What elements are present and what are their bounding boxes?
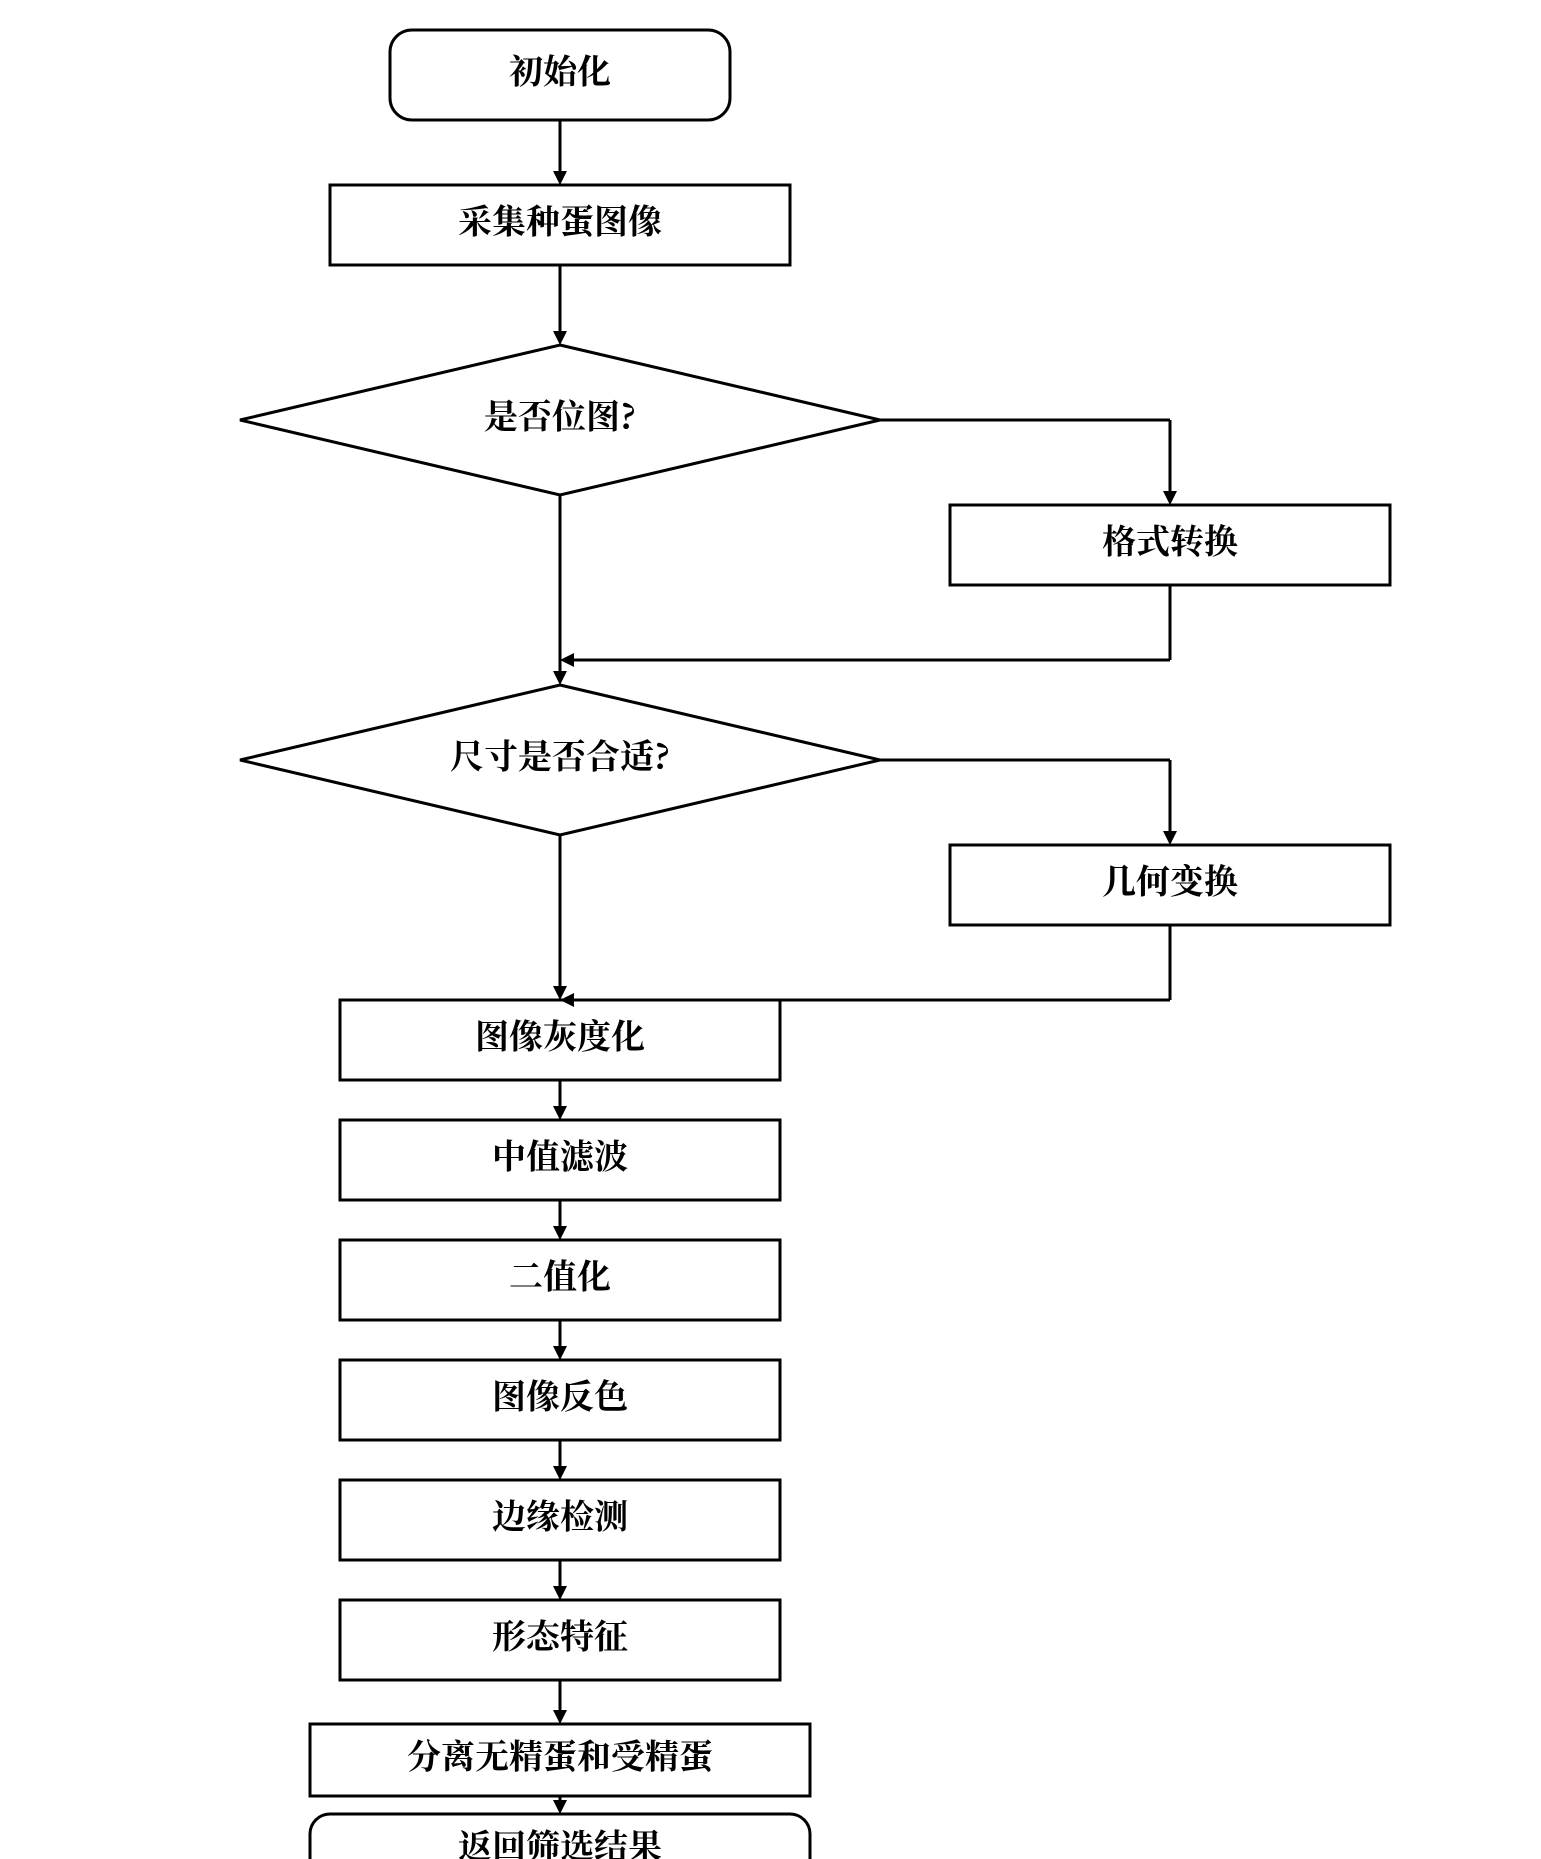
label-n3: 图像灰度化 <box>475 1010 645 1059</box>
label-n6: 图像反色 <box>492 1370 628 1419</box>
label-n4: 中值滤波 <box>492 1130 628 1179</box>
label-sb2: 几何变换 <box>1102 855 1238 904</box>
label-n8: 形态特征 <box>492 1610 628 1659</box>
label-n9: 分离无精蛋和受精蛋 <box>407 1730 713 1779</box>
label-d1: 是否位图? <box>484 390 636 439</box>
label-n2: 采集种蛋图像 <box>458 195 662 244</box>
label-n1: 初始化 <box>509 45 611 94</box>
label-d2: 尺寸是否合适? <box>450 730 670 779</box>
label-n5: 二值化 <box>509 1250 611 1299</box>
label-n10: 返回筛选结果 <box>458 1820 662 1859</box>
label-n7: 边缘检测 <box>492 1490 628 1539</box>
label-sb1: 格式转换 <box>1102 515 1238 564</box>
